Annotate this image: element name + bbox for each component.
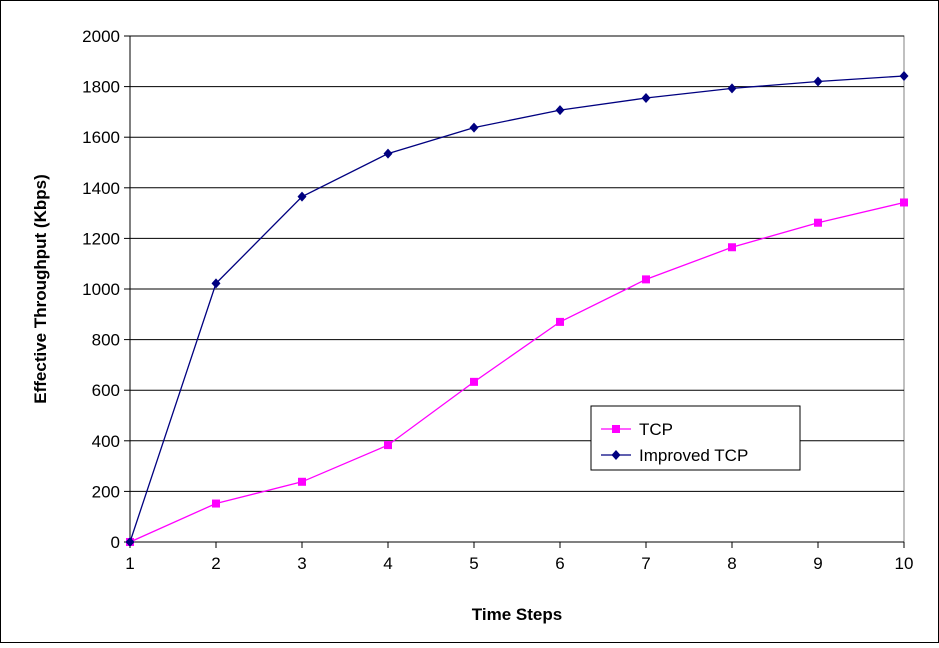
legend-item-tcp: TCP [601,420,673,439]
x-tick-label: 3 [297,554,306,573]
data-point-improved-tcp [813,76,823,87]
y-tick-label: 1400 [82,179,120,198]
legend-item-improved-tcp: Improved TCP [601,446,748,465]
y-tick-label: 2000 [82,27,120,46]
x-tick-label: 2 [211,554,220,573]
series-line-tcp [129,201,905,543]
data-point-improved-tcp [383,148,393,159]
x-tick-label: 8 [727,554,736,573]
series-improved-tcp [125,70,909,547]
x-tick-label: 1 [125,554,134,573]
x-tick-label: 5 [469,554,478,573]
x-tick-labels: 1 2 3 4 5 6 7 8 9 10 [125,554,913,573]
legend-marker [612,425,620,433]
data-point-tcp [212,499,220,508]
series-line-improved-tcp [129,75,905,543]
y-tick-label: 1600 [82,128,120,147]
data-point-improved-tcp [727,83,737,94]
x-tick-label: 9 [813,554,822,573]
data-point-tcp [900,198,908,207]
y-tick-labels: 0 200 400 600 800 1000 1200 1400 1600 1800 2000 [82,27,120,552]
y-tick-label: 1000 [82,280,120,299]
x-tick-label: 7 [641,554,650,573]
legend-label: Improved TCP [639,446,748,465]
x-tick-label: 6 [555,554,564,573]
data-point-tcp [384,441,392,450]
legend-box [590,405,801,471]
axes [124,35,905,548]
data-point-tcp [298,477,306,486]
y-tick-label: 200 [92,482,120,501]
legend: TCP Improved TCP [590,405,801,471]
y-tick-label: 400 [92,432,120,451]
y-tick-label: 600 [92,381,120,400]
y-tick-label: 1800 [82,78,120,97]
data-point-improved-tcp [469,122,479,133]
data-point-tcp [814,218,822,227]
data-point-improved-tcp [297,191,307,202]
y-axis-title: Effective Throughput (Kbps) [31,174,50,403]
data-point-improved-tcp [211,278,221,289]
series [125,70,909,547]
data-point-tcp [642,275,650,284]
data-point-improved-tcp [641,92,651,103]
x-tick-label: 4 [383,554,392,573]
data-point-tcp [556,317,564,326]
data-point-improved-tcp [555,105,565,116]
x-tick-label: 10 [895,554,914,573]
legend-label: TCP [639,420,673,439]
y-tick-label: 800 [92,331,120,350]
y-tick-label: 1200 [82,229,120,248]
legend-items: TCP Improved TCP [601,420,748,465]
gridlines [130,35,904,492]
data-point-improved-tcp [899,70,909,81]
legend-marker [611,450,621,460]
x-axis-title: Time Steps [472,605,562,624]
data-point-improved-tcp [125,537,135,547]
y-tick-label: 0 [111,533,120,552]
data-point-tcp [470,377,478,386]
data-point-tcp [728,243,736,252]
